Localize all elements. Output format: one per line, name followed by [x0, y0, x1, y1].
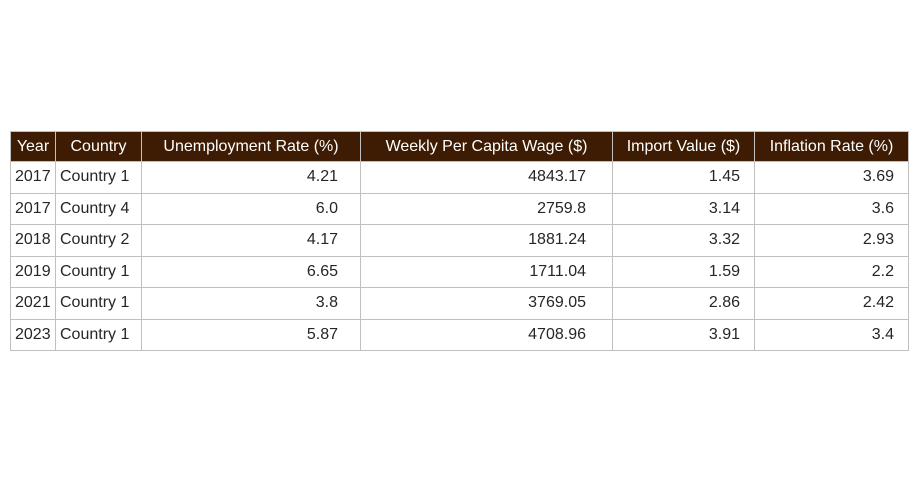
cell-inflation-rate: 3.4 [754, 318, 909, 351]
cell-year: 2021 [10, 287, 56, 320]
cell-weekly-wage: 4843.17 [360, 161, 613, 194]
cell-unemployment-rate: 5.87 [141, 318, 361, 351]
cell-inflation-rate: 2.42 [754, 287, 909, 320]
cell-import-value: 3.91 [612, 318, 755, 351]
table-row: 2023 Country 1 5.87 4708.96 3.91 3.4 [10, 318, 909, 351]
cell-year: 2023 [10, 318, 56, 351]
cell-weekly-wage: 1881.24 [360, 224, 613, 257]
cell-inflation-rate: 2.93 [754, 224, 909, 257]
table-row: 2017 Country 1 4.21 4843.17 1.45 3.69 [10, 161, 909, 194]
cell-inflation-rate: 2.2 [754, 255, 909, 288]
cell-weekly-wage: 3769.05 [360, 287, 613, 320]
column-header-inflation-rate: Inflation Rate (%) [754, 131, 909, 162]
cell-country: Country 1 [55, 318, 142, 351]
cell-import-value: 3.14 [612, 192, 755, 225]
column-header-year: Year [10, 131, 56, 162]
cell-year: 2017 [10, 192, 56, 225]
cell-weekly-wage: 2759.8 [360, 192, 613, 225]
cell-import-value: 1.45 [612, 161, 755, 194]
cell-country: Country 4 [55, 192, 142, 225]
header-row: Year Country Unemployment Rate (%) Weekl… [10, 131, 909, 162]
table-row: 2017 Country 4 6.0 2759.8 3.14 3.6 [10, 192, 909, 225]
column-header-weekly-wage: Weekly Per Capita Wage ($) [360, 131, 613, 162]
data-table-container: Year Country Unemployment Rate (%) Weekl… [10, 131, 909, 351]
cell-country: Country 2 [55, 224, 142, 257]
table-row: 2019 Country 1 6.65 1711.04 1.59 2.2 [10, 255, 909, 288]
cell-unemployment-rate: 3.8 [141, 287, 361, 320]
cell-import-value: 2.86 [612, 287, 755, 320]
cell-country: Country 1 [55, 287, 142, 320]
cell-country: Country 1 [55, 161, 142, 194]
cell-inflation-rate: 3.6 [754, 192, 909, 225]
cell-year: 2018 [10, 224, 56, 257]
cell-year: 2017 [10, 161, 56, 194]
cell-unemployment-rate: 4.17 [141, 224, 361, 257]
table-row: 2018 Country 2 4.17 1881.24 3.32 2.93 [10, 224, 909, 257]
column-header-country: Country [55, 131, 142, 162]
cell-weekly-wage: 1711.04 [360, 255, 613, 288]
cell-weekly-wage: 4708.96 [360, 318, 613, 351]
cell-unemployment-rate: 4.21 [141, 161, 361, 194]
cell-unemployment-rate: 6.0 [141, 192, 361, 225]
cell-import-value: 3.32 [612, 224, 755, 257]
cell-country: Country 1 [55, 255, 142, 288]
cell-year: 2019 [10, 255, 56, 288]
data-table: Year Country Unemployment Rate (%) Weekl… [10, 131, 909, 351]
column-header-unemployment-rate: Unemployment Rate (%) [141, 131, 361, 162]
table-row: 2021 Country 1 3.8 3769.05 2.86 2.42 [10, 287, 909, 320]
cell-unemployment-rate: 6.65 [141, 255, 361, 288]
cell-import-value: 1.59 [612, 255, 755, 288]
cell-inflation-rate: 3.69 [754, 161, 909, 194]
column-header-import-value: Import Value ($) [612, 131, 755, 162]
